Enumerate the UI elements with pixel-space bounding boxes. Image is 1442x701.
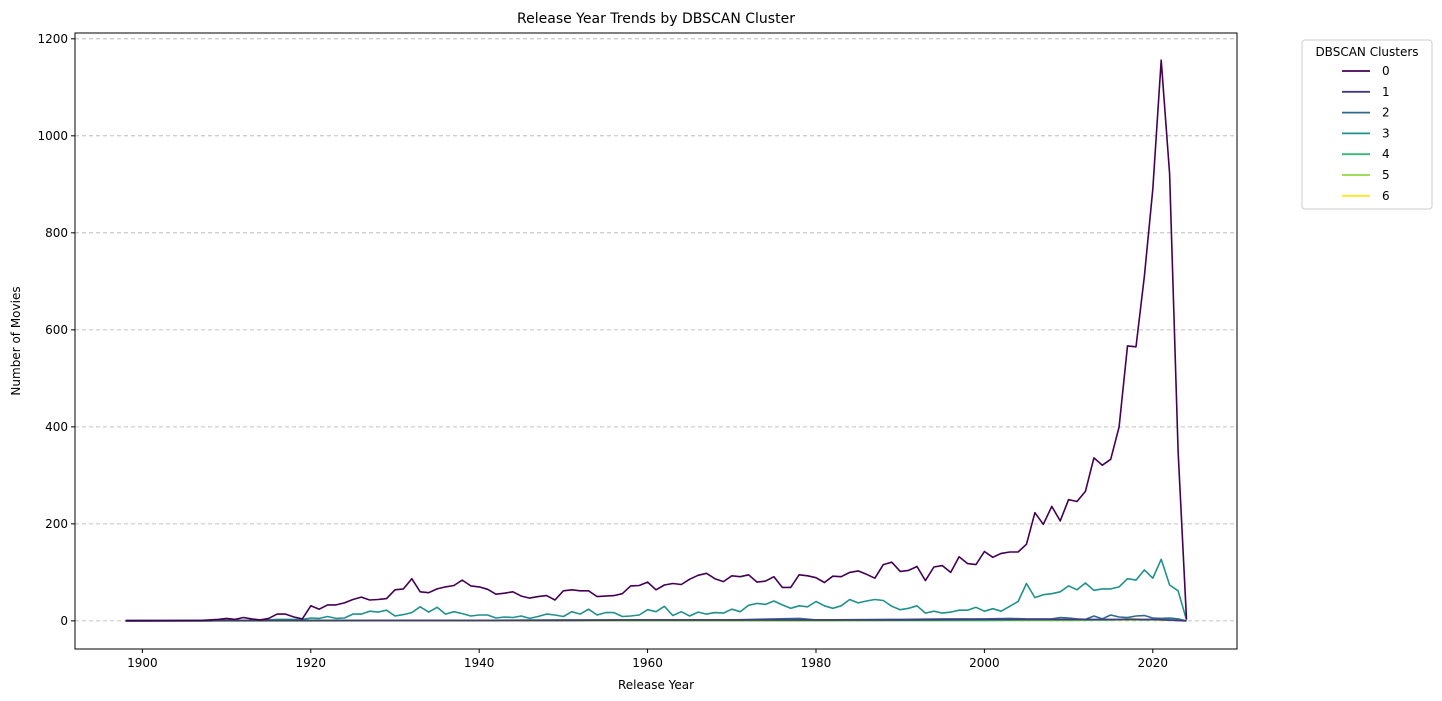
legend-label-cluster-6: 6 — [1382, 189, 1390, 203]
legend-label-cluster-2: 2 — [1382, 106, 1390, 120]
legend-box — [1301, 39, 1433, 210]
y-tick-label: 0 — [60, 614, 68, 628]
x-tick-label: 1960 — [632, 656, 663, 670]
legend-title: DBSCAN Clusters — [1315, 45, 1418, 59]
series-line-cluster-1 — [125, 618, 1187, 622]
legend-entries: 0 1 2 3 4 5 6 — [1342, 64, 1390, 203]
x-tick-label: 1940 — [464, 656, 495, 670]
legend: DBSCAN Clusters 0 1 2 3 4 5 6 — [1301, 39, 1433, 210]
legend-label-cluster-0: 0 — [1382, 64, 1390, 78]
plot-frame — [74, 32, 1238, 650]
legend-label-cluster-3: 3 — [1382, 126, 1390, 140]
x-tick-label: 1980 — [801, 656, 832, 670]
y-tick-label: 600 — [45, 323, 68, 337]
x-axis-label: Release Year — [618, 678, 694, 692]
legend-label-cluster-4: 4 — [1382, 147, 1390, 161]
y-axis-ticks: 0 200 400 600 800 1000 1200 — [37, 32, 75, 628]
series-lines — [125, 59, 1188, 622]
y-tick-label: 1000 — [37, 129, 68, 143]
y-tick-label: 1200 — [37, 32, 68, 46]
series-line-cluster-0 — [125, 59, 1188, 622]
x-tick-label: 1900 — [127, 656, 158, 670]
x-tick-label: 2020 — [1138, 656, 1169, 670]
legend-label-cluster-5: 5 — [1382, 168, 1390, 182]
x-axis-ticks: 1900 1920 1940 1960 1980 2000 2020 — [127, 649, 1168, 670]
y-tick-label: 200 — [45, 517, 68, 531]
y-tick-label: 800 — [45, 226, 68, 240]
legend-label-cluster-1: 1 — [1382, 85, 1390, 99]
y-tick-label: 400 — [45, 420, 68, 434]
y-axis-label: Number of Movies — [9, 286, 23, 395]
x-tick-label: 1920 — [295, 656, 326, 670]
chart-title: Release Year Trends by DBSCAN Cluster — [517, 11, 795, 27]
x-tick-label: 2000 — [969, 656, 1000, 670]
